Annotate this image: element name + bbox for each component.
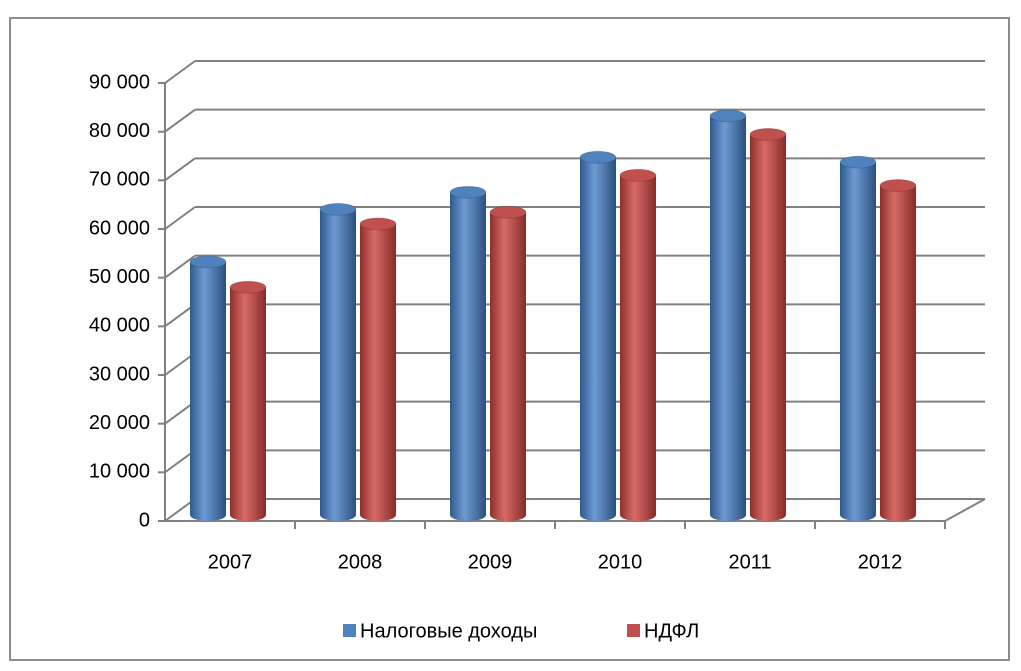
bar [750, 134, 786, 515]
y-tick-label: 20 000 [89, 412, 150, 434]
x-tick-label: 2007 [208, 551, 253, 573]
bar [710, 115, 746, 515]
bar-top [879, 179, 917, 193]
y-tick-label: 30 000 [89, 363, 150, 385]
x-tick-label: 2010 [598, 551, 643, 573]
bar-top [359, 217, 397, 231]
bar [320, 209, 356, 515]
y-tick-label: 90 000 [89, 71, 150, 93]
bar [580, 157, 616, 516]
y-tick-label: 10 000 [89, 461, 150, 483]
y-tick-label: 70 000 [89, 169, 150, 191]
bar-top [489, 205, 527, 219]
legend-label: Налоговые доходы [360, 620, 537, 642]
y-tick-label: 40 000 [89, 315, 150, 337]
bar-top [619, 168, 657, 182]
bar-top [749, 127, 787, 141]
bar-top [449, 185, 487, 199]
bar [840, 162, 876, 515]
x-tick-label: 2011 [728, 551, 771, 573]
bar-top [709, 109, 747, 123]
bar-top [229, 280, 267, 294]
bar [620, 175, 656, 515]
bar-top [319, 202, 357, 216]
bar [880, 185, 916, 515]
x-tick-label: 2009 [468, 551, 513, 573]
grid-diagonal [164, 206, 196, 230]
bar [360, 223, 396, 515]
bar [450, 192, 486, 515]
legend-swatch [343, 624, 356, 637]
floor-edge [944, 498, 986, 522]
bar-top [579, 150, 617, 164]
grid-diagonal [164, 108, 196, 133]
grid-diagonal [164, 254, 196, 279]
bar [230, 287, 266, 515]
legend-swatch [627, 624, 640, 637]
bar-top [189, 255, 227, 269]
y-tick-label: 0 [139, 509, 150, 531]
bar [190, 261, 226, 515]
grid-diagonal [164, 157, 196, 182]
x-tick-label: 2012 [858, 551, 903, 573]
x-tick-label: 2008 [338, 551, 383, 573]
bar-top [839, 155, 877, 169]
y-tick-label: 80 000 [89, 120, 150, 142]
bar [490, 212, 526, 515]
grid-diagonal [164, 60, 196, 84]
y-tick-label: 60 000 [89, 217, 150, 239]
legend-label: НДФЛ [644, 620, 699, 642]
y-tick-label: 50 000 [89, 266, 150, 288]
